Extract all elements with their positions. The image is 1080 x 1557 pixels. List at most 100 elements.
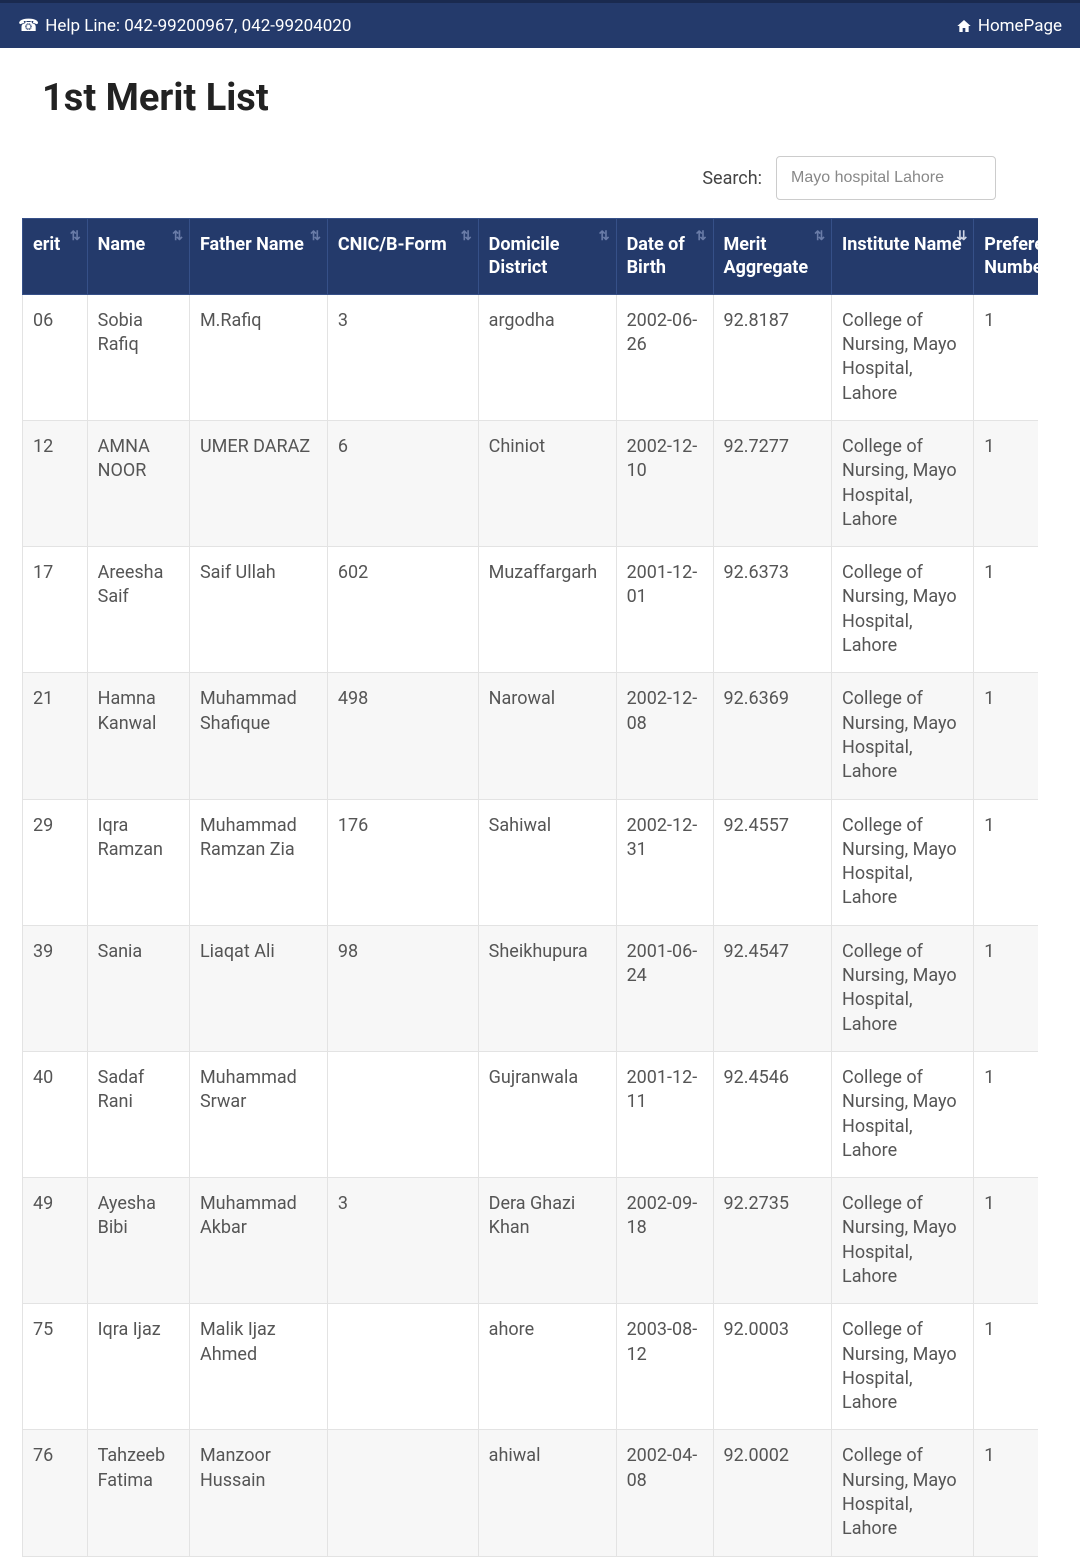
cell-cnic: 3 <box>327 1178 478 1304</box>
cell-domicile: Chiniot <box>478 420 616 546</box>
cell-dob: 2001-06-24 <box>616 925 713 1051</box>
table-row: 49Ayesha BibiMuhammad Akbar3Dera Ghazi K… <box>23 1178 1039 1304</box>
cell-agg: 92.7277 <box>713 420 832 546</box>
table-row: 40Sadaf RaniMuhammad SrwarGujranwala2001… <box>23 1051 1039 1177</box>
cell-pref: 1 <box>974 1430 1038 1556</box>
table-row: 76Tahzeeb FatimaManzoor Hussainahiwal200… <box>23 1430 1039 1556</box>
cell-name: Ayesha Bibi <box>87 1178 189 1304</box>
table-row: 06Sobia RafiqM.Rafiq3argodha2002-06-2692… <box>23 294 1039 420</box>
col-header-dob[interactable]: Date of Birth ⇅ <box>616 219 713 295</box>
cell-father: Muhammad Srwar <box>189 1051 327 1177</box>
col-header-name[interactable]: Name ⇅ <box>87 219 189 295</box>
cell-domicile: Narowal <box>478 673 616 799</box>
sort-icon: ⇅ <box>696 229 707 246</box>
sort-icon: ⇅ <box>310 229 321 246</box>
table-row: 39SaniaLiaqat Ali98Sheikhupura2001-06-24… <box>23 925 1039 1051</box>
table-row: 75Iqra IjazMalik Ijaz Ahmedahore2003-08-… <box>23 1304 1039 1430</box>
cell-name: Sobia Rafiq <box>87 294 189 420</box>
page-title: 1st Merit List <box>42 76 1038 120</box>
cell-domicile: ahiwal <box>478 1430 616 1556</box>
cell-pref: 1 <box>974 1178 1038 1304</box>
cell-dob: 2002-04-08 <box>616 1430 713 1556</box>
cell-domicile: Sahiwal <box>478 799 616 925</box>
cell-cnic <box>327 1051 478 1177</box>
search-label: Search: <box>702 168 762 189</box>
cell-pref: 1 <box>974 673 1038 799</box>
col-header-merit[interactable]: erit ⇅ <box>23 219 88 295</box>
cell-cnic: 498 <box>327 673 478 799</box>
cell-name: Hamna Kanwal <box>87 673 189 799</box>
cell-merit: 39 <box>23 925 88 1051</box>
cell-inst: College of Nursing, Mayo Hospital, Lahor… <box>832 673 974 799</box>
cell-inst: College of Nursing, Mayo Hospital, Lahor… <box>832 294 974 420</box>
cell-father: Muhammad Shafique <box>189 673 327 799</box>
cell-domicile: Muzaffargarh <box>478 547 616 673</box>
homepage-link[interactable]: HomePage <box>956 16 1062 36</box>
cell-name: Iqra Ijaz <box>87 1304 189 1430</box>
cell-cnic: 6 <box>327 420 478 546</box>
cell-father: Liaqat Ali <box>189 925 327 1051</box>
table-body: 06Sobia RafiqM.Rafiq3argodha2002-06-2692… <box>23 294 1039 1556</box>
cell-dob: 2002-12-31 <box>616 799 713 925</box>
sort-icon: ⇅ <box>70 229 81 246</box>
search-input[interactable] <box>776 156 996 200</box>
cell-domicile: ahore <box>478 1304 616 1430</box>
col-header-label: CNIC/B-Form <box>338 234 447 255</box>
cell-merit: 75 <box>23 1304 88 1430</box>
cell-cnic: 98 <box>327 925 478 1051</box>
cell-domicile: Sheikhupura <box>478 925 616 1051</box>
cell-agg: 92.2735 <box>713 1178 832 1304</box>
cell-agg: 92.0003 <box>713 1304 832 1430</box>
cell-pref: 1 <box>974 925 1038 1051</box>
search-row: Search: <box>42 156 1038 200</box>
sort-icon: ⇅ <box>814 229 825 246</box>
col-header-institute[interactable]: Institute Name ⇊ <box>832 219 974 295</box>
homepage-label: HomePage <box>978 16 1062 36</box>
cell-pref: 1 <box>974 294 1038 420</box>
col-header-merit-aggregate[interactable]: Merit Aggregate ⇅ <box>713 219 832 295</box>
cell-inst: College of Nursing, Mayo Hospital, Lahor… <box>832 1304 974 1430</box>
cell-merit: 49 <box>23 1178 88 1304</box>
cell-name: Areesha Saif <box>87 547 189 673</box>
cell-father: UMER DARAZ <box>189 420 327 546</box>
cell-cnic: 3 <box>327 294 478 420</box>
cell-domicile: argodha <box>478 294 616 420</box>
sort-icon: ⇊ <box>956 229 967 246</box>
cell-name: AMNA NOOR <box>87 420 189 546</box>
col-header-label: Merit Aggregate <box>724 234 809 278</box>
cell-merit: 40 <box>23 1051 88 1177</box>
cell-domicile: Dera Ghazi Khan <box>478 1178 616 1304</box>
cell-pref: 1 <box>974 547 1038 673</box>
cell-inst: College of Nursing, Mayo Hospital, Lahor… <box>832 547 974 673</box>
col-header-label: Father Name <box>200 234 304 255</box>
table-row: 29Iqra RamzanMuhammad Ramzan Zia176Sahiw… <box>23 799 1039 925</box>
sort-icon: ⇅ <box>599 229 610 246</box>
cell-agg: 92.4557 <box>713 799 832 925</box>
cell-merit: 29 <box>23 799 88 925</box>
cell-inst: College of Nursing, Mayo Hospital, Lahor… <box>832 420 974 546</box>
table-header-row: erit ⇅ Name ⇅ Father Name ⇅ CNIC/B-Form … <box>23 219 1039 295</box>
topbar: ☎ Help Line: 042-99200967, 042-99204020 … <box>0 0 1080 48</box>
table-row: 12AMNA NOORUMER DARAZ6Chiniot2002-12-109… <box>23 420 1039 546</box>
cell-cnic: 176 <box>327 799 478 925</box>
cell-agg: 92.8187 <box>713 294 832 420</box>
cell-father: Muhammad Akbar <box>189 1178 327 1304</box>
cell-cnic <box>327 1304 478 1430</box>
col-header-preference[interactable]: Preference Number <box>974 219 1038 295</box>
main-content: 1st Merit List Search: erit ⇅ Name ⇅ Fat… <box>0 48 1080 1557</box>
cell-name: Sadaf Rani <box>87 1051 189 1177</box>
cell-inst: College of Nursing, Mayo Hospital, Lahor… <box>832 925 974 1051</box>
merit-table: erit ⇅ Name ⇅ Father Name ⇅ CNIC/B-Form … <box>22 218 1038 1557</box>
col-header-domicile[interactable]: Domicile District ⇅ <box>478 219 616 295</box>
col-header-cnic[interactable]: CNIC/B-Form ⇅ <box>327 219 478 295</box>
cell-inst: College of Nursing, Mayo Hospital, Lahor… <box>832 1051 974 1177</box>
cell-dob: 2002-06-26 <box>616 294 713 420</box>
cell-merit: 06 <box>23 294 88 420</box>
cell-pref: 1 <box>974 799 1038 925</box>
cell-merit: 17 <box>23 547 88 673</box>
cell-agg: 92.6369 <box>713 673 832 799</box>
col-header-father[interactable]: Father Name ⇅ <box>189 219 327 295</box>
cell-cnic: 602 <box>327 547 478 673</box>
cell-dob: 2002-12-10 <box>616 420 713 546</box>
cell-dob: 2001-12-11 <box>616 1051 713 1177</box>
